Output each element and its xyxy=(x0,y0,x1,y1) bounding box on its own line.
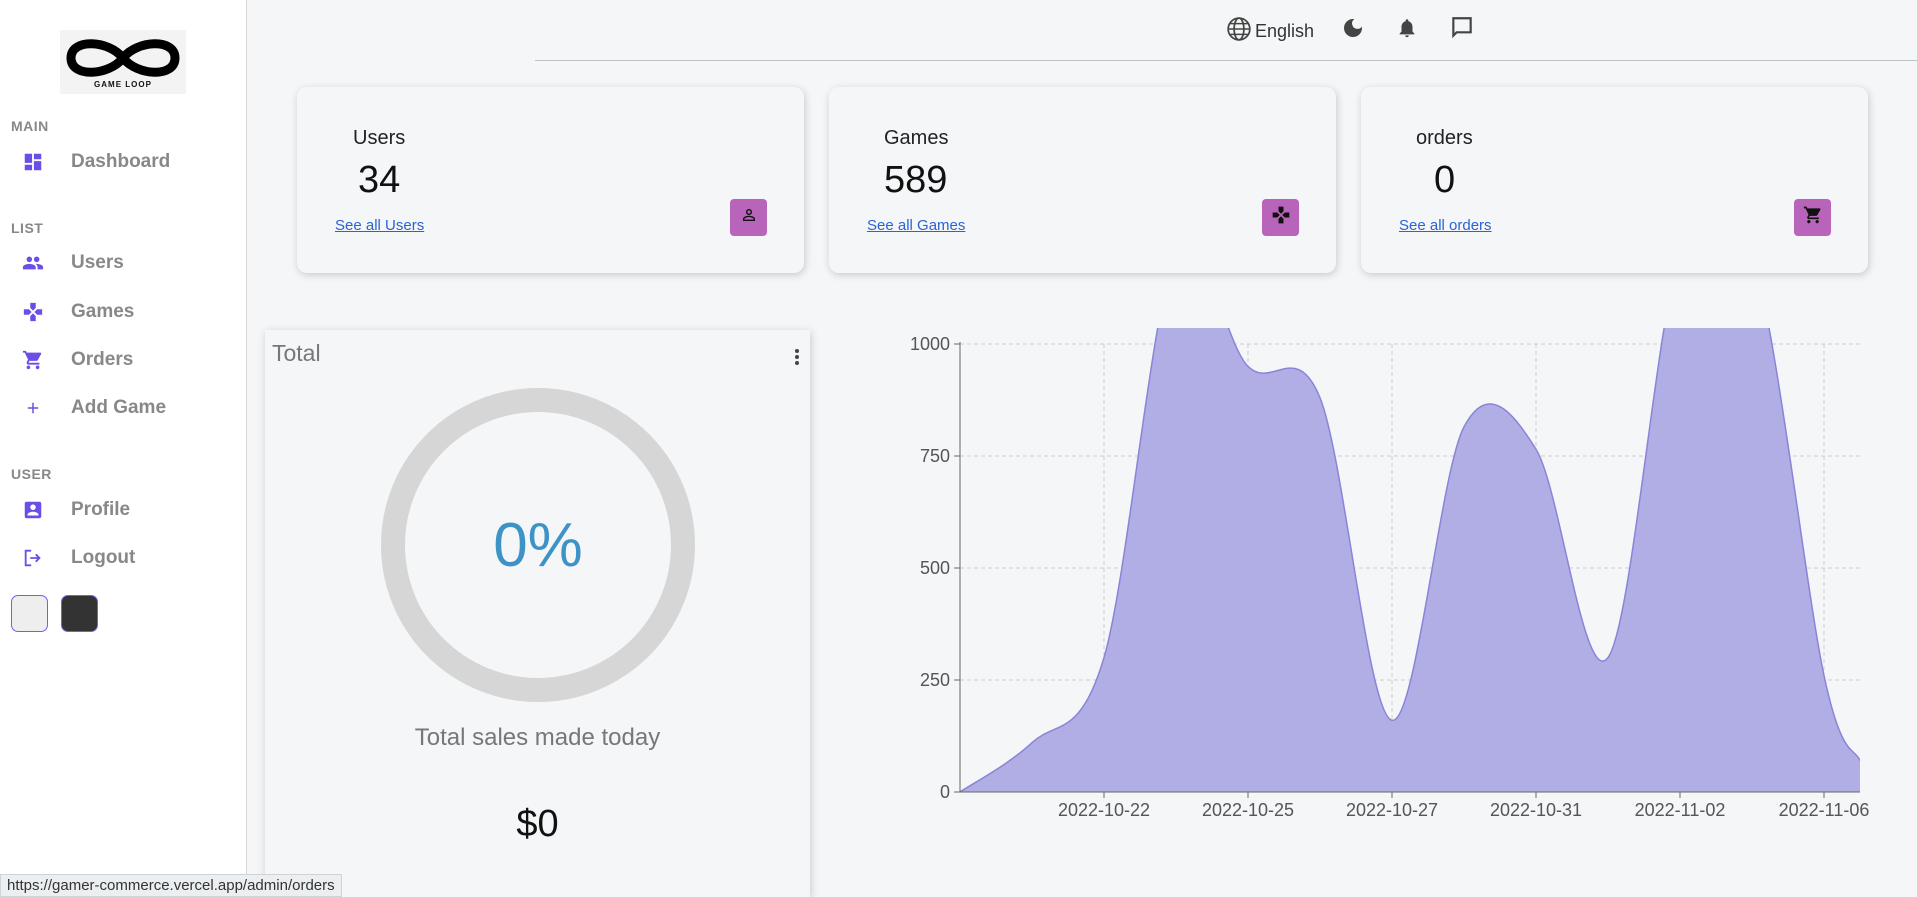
see-all-orders-link[interactable]: See all orders xyxy=(1399,217,1492,234)
gamepad-icon xyxy=(20,299,46,325)
status-url: https://gamer-commerce.vercel.app/admin/… xyxy=(0,874,342,897)
widget-icon-box xyxy=(730,199,767,236)
area-series-line xyxy=(960,328,1860,792)
see-all-games-link[interactable]: See all Games xyxy=(867,217,966,234)
notifications-button[interactable] xyxy=(1393,16,1421,44)
logo-text: GAME LOOP xyxy=(94,80,152,89)
sidebar-item-add-game[interactable]: Add Game xyxy=(20,393,166,423)
x-tick-label: 2022-11-02 xyxy=(1635,800,1726,820)
sidebar-item-label: Games xyxy=(71,301,135,322)
moon-icon xyxy=(1341,16,1365,45)
y-tick-label: 750 xyxy=(920,446,950,466)
sidebar-item-dashboard[interactable]: Dashboard xyxy=(20,147,170,177)
sidebar-item-label: Dashboard xyxy=(71,151,171,172)
featured-panel: Total 0% Total sales made today $0 xyxy=(265,330,810,897)
light-theme-swatch[interactable] xyxy=(11,595,48,632)
widget-count: 0 xyxy=(1434,159,1456,201)
see-all-users-link[interactable]: See all Users xyxy=(335,217,425,234)
x-tick-label: 2022-10-25 xyxy=(1202,800,1294,820)
dark-theme-swatch[interactable] xyxy=(61,595,98,632)
x-tick-label: 2022-10-22 xyxy=(1058,800,1150,820)
area-series xyxy=(960,328,1860,792)
section-label-list: LIST xyxy=(11,220,44,236)
person-outline-icon xyxy=(740,206,758,229)
users-icon xyxy=(20,250,46,276)
featured-caption: Total sales made today xyxy=(414,724,661,751)
featured-amount: $0 xyxy=(516,803,559,845)
x-tick-label: 2022-11-06 xyxy=(1779,800,1870,820)
more-options-button[interactable] xyxy=(794,348,800,371)
y-tick-label: 1000 xyxy=(910,334,950,354)
sidebar-item-games[interactable]: Games xyxy=(20,297,134,327)
widget-icon-box xyxy=(1262,199,1299,236)
users-widget: Users 34 See all Users xyxy=(297,87,804,273)
infinity-logo-icon xyxy=(66,39,180,77)
x-tick-label: 2022-10-31 xyxy=(1490,800,1582,820)
sidebar-item-label: Orders xyxy=(71,349,134,370)
logo[interactable]: GAME LOOP xyxy=(60,30,186,94)
sidebar-item-label: Logout xyxy=(71,547,136,568)
messages-button[interactable] xyxy=(1448,16,1476,44)
cart-icon xyxy=(1803,205,1823,230)
widget-title: orders xyxy=(1416,127,1473,149)
cart-icon xyxy=(20,347,46,373)
sidebar-item-orders[interactable]: Orders xyxy=(20,345,133,375)
sales-area-chart: 0 250 500 750 1000 2022-10-22 2022-10-25 2022-1… xyxy=(910,328,1870,820)
widget-count: 34 xyxy=(358,159,401,201)
globe-icon xyxy=(1226,16,1252,47)
widget-icon-box xyxy=(1794,199,1831,236)
orders-widget: orders 0 See all orders xyxy=(1361,87,1868,273)
language-selector[interactable]: English xyxy=(1226,16,1314,47)
y-tick-label: 0 xyxy=(940,782,950,802)
sidebar-item-label: Add Game xyxy=(71,397,167,418)
widget-title: Users xyxy=(353,127,406,149)
logout-icon xyxy=(20,545,46,571)
gamepad-icon xyxy=(1271,205,1291,230)
x-tick-label: 2022-10-27 xyxy=(1346,800,1438,820)
sidebar-item-users[interactable]: Users xyxy=(20,248,124,278)
dark-mode-toggle[interactable] xyxy=(1339,16,1367,44)
widget-title: Games xyxy=(884,127,949,149)
progress-percent: 0% xyxy=(493,510,583,580)
sidebar: GAME LOOP MAIN Dashboard LIST Users Game… xyxy=(0,0,247,897)
account-box-icon xyxy=(20,497,46,523)
topbar-divider xyxy=(535,60,1917,61)
sidebar-item-label: Users xyxy=(71,252,124,273)
sidebar-item-profile[interactable]: Profile xyxy=(20,495,130,525)
more-vertical-icon xyxy=(794,349,800,370)
games-widget: Games 589 See all Games xyxy=(829,87,1336,273)
sidebar-item-logout[interactable]: Logout xyxy=(20,543,135,573)
section-label-user: USER xyxy=(11,466,52,482)
section-label-main: MAIN xyxy=(11,118,49,134)
widget-count: 589 xyxy=(884,159,948,201)
chat-bubble-icon xyxy=(1449,15,1475,46)
y-tick-label: 250 xyxy=(920,670,950,690)
bell-icon xyxy=(1396,16,1418,45)
plus-icon xyxy=(20,395,46,421)
y-tick-label: 500 xyxy=(920,558,950,578)
language-label: English xyxy=(1255,21,1315,41)
sidebar-item-label: Profile xyxy=(71,499,131,520)
dashboard-icon xyxy=(20,149,46,175)
featured-title: Total xyxy=(272,340,321,366)
